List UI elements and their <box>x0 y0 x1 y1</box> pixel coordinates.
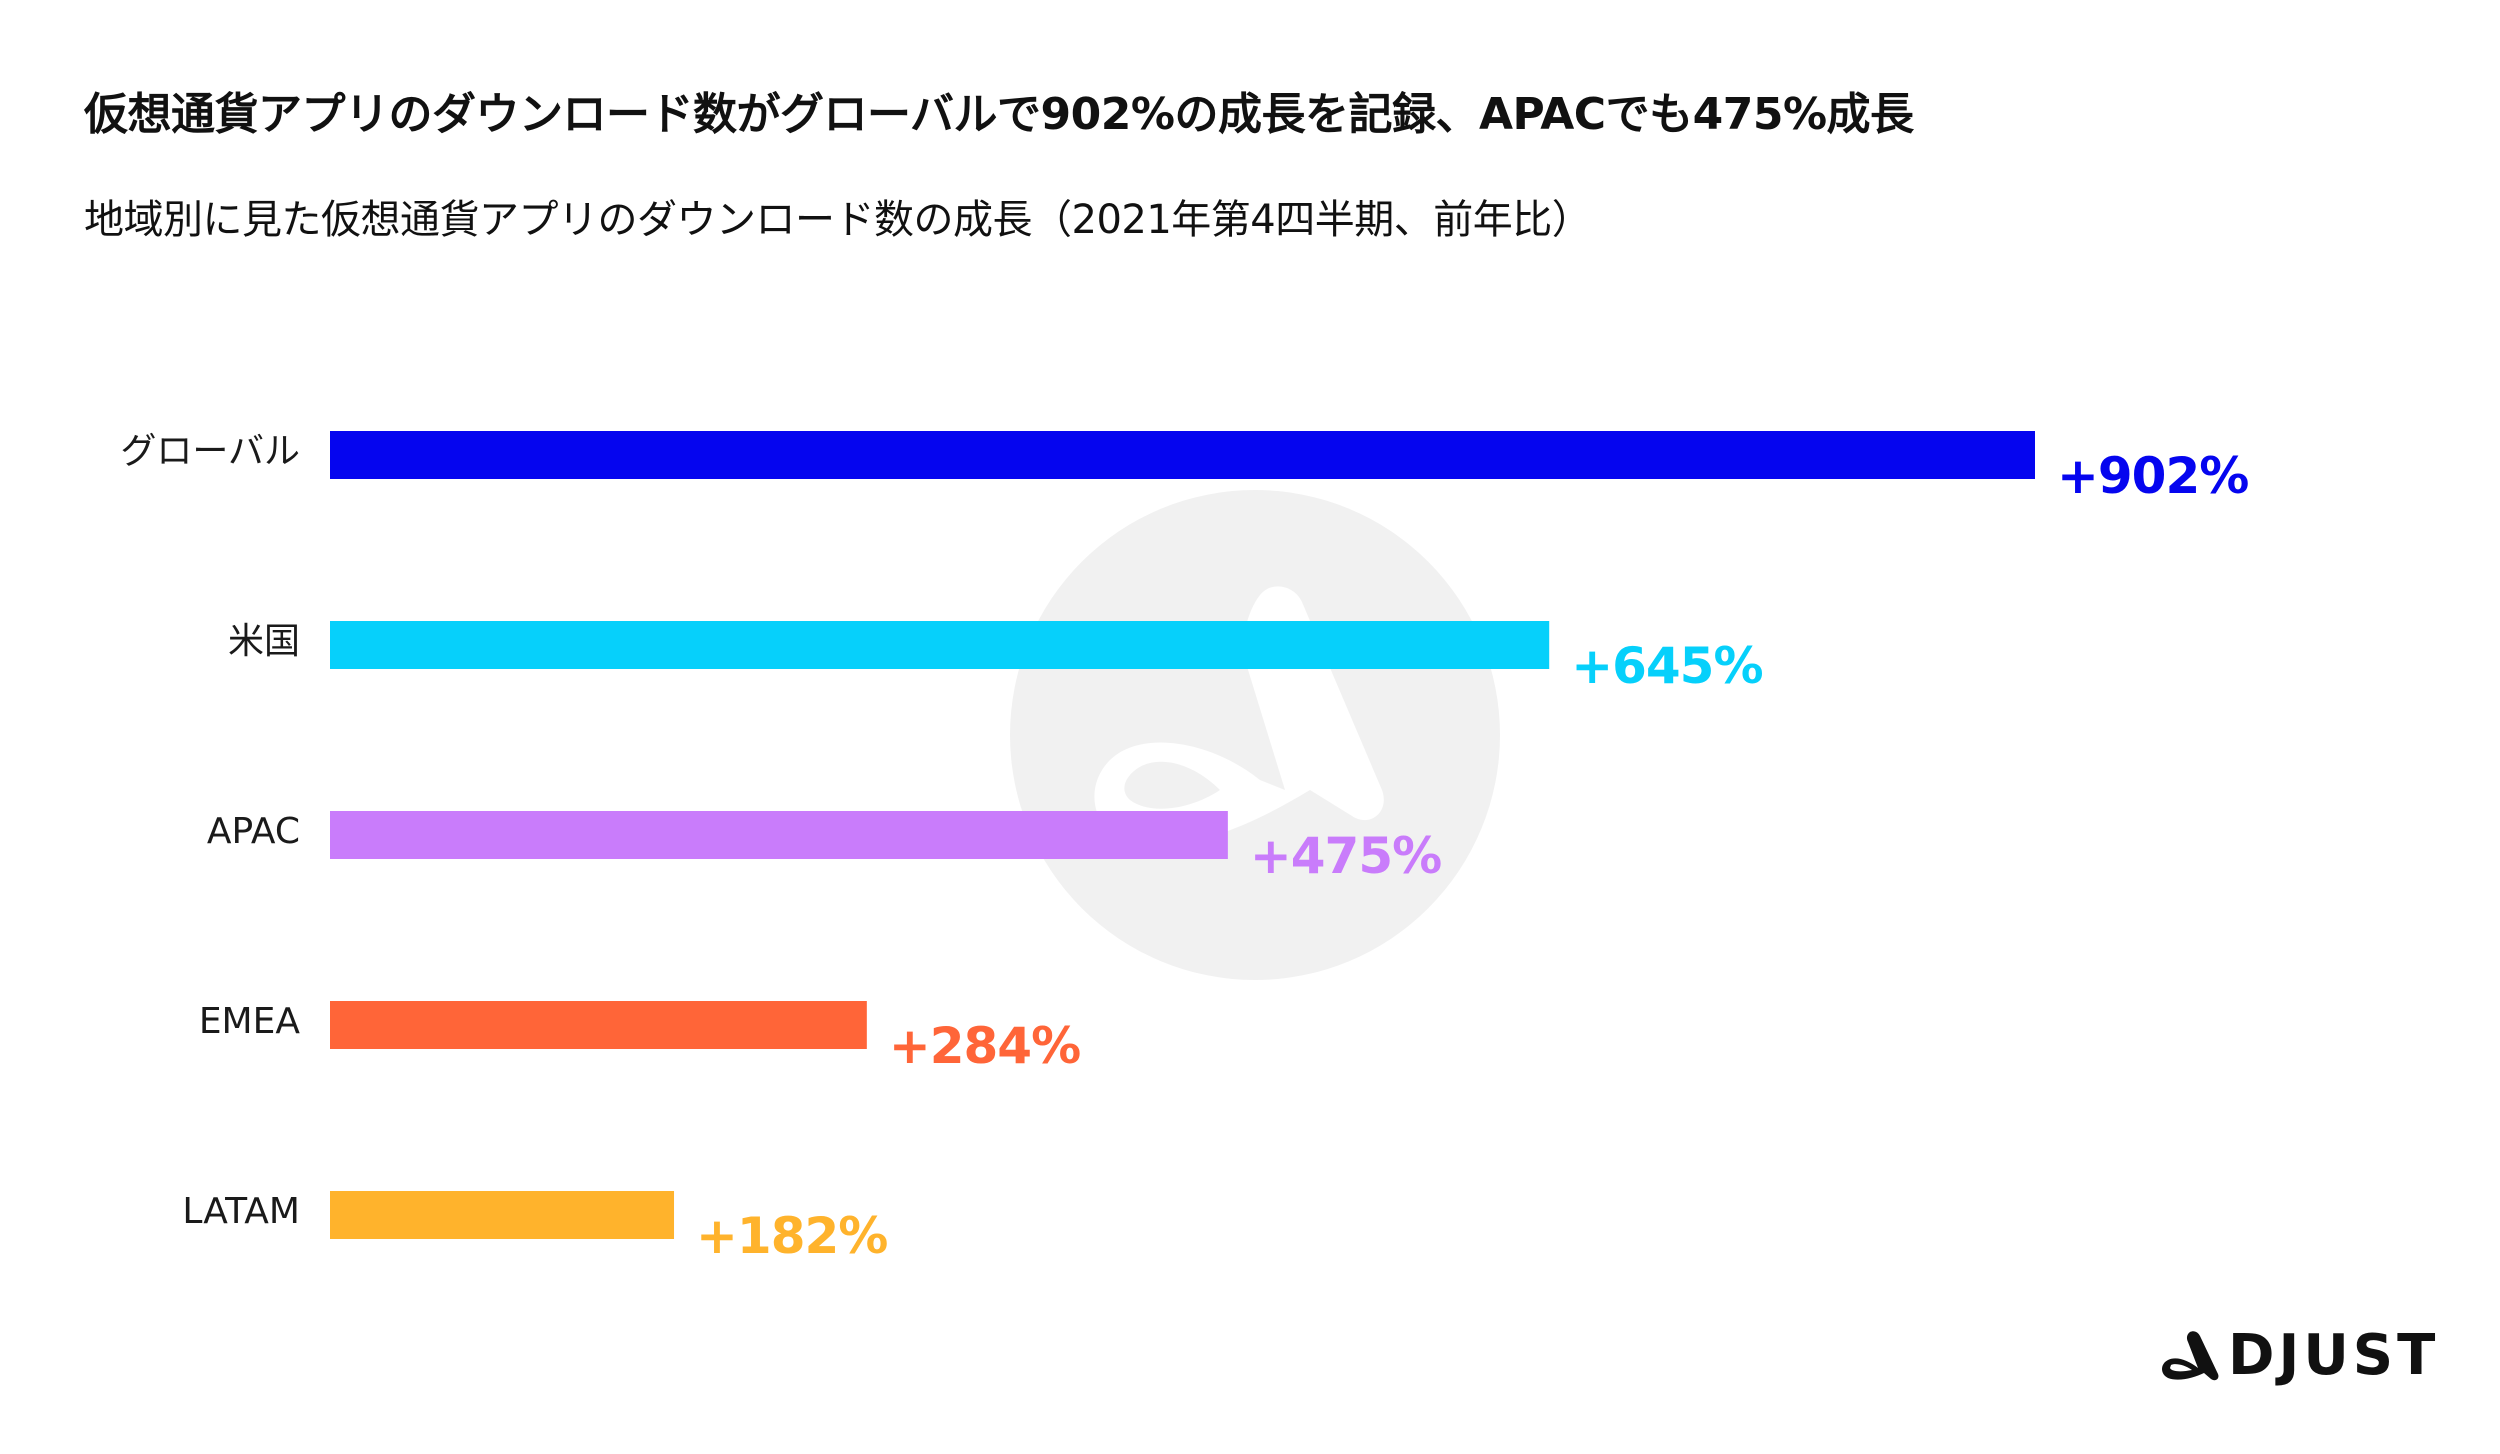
bar <box>330 1191 675 1239</box>
value-label: +475% <box>1250 827 1441 885</box>
bar <box>330 431 2035 479</box>
value-label: +182% <box>696 1207 887 1265</box>
category-label: EMEA <box>199 1001 301 1042</box>
value-label: +284% <box>889 1017 1080 1075</box>
category-label: グローバル <box>120 431 300 472</box>
chart-subtitle: 地域別に見た仮想通貨アプリのダウンロード数の成長（2021年第4四半期、前年比） <box>84 197 1592 243</box>
category-label: 米国 <box>228 621 300 662</box>
value-label: +902% <box>2057 447 2248 505</box>
bar <box>330 621 1550 669</box>
bar <box>330 1001 867 1049</box>
value-label: +645% <box>1571 637 1762 695</box>
category-label: APAC <box>207 811 300 852</box>
bar <box>330 811 1228 859</box>
adjust-logo: DJUST <box>2160 1326 2439 1386</box>
category-label: LATAM <box>182 1191 300 1232</box>
adjust-logo-text: DJUST <box>2228 1323 2440 1388</box>
adjust-logo-icon <box>2162 1331 2219 1381</box>
chart-title: 仮想通貨アプリのダウンロード数がグローバルで902%の成長を記録、APACでも4… <box>84 89 1914 140</box>
